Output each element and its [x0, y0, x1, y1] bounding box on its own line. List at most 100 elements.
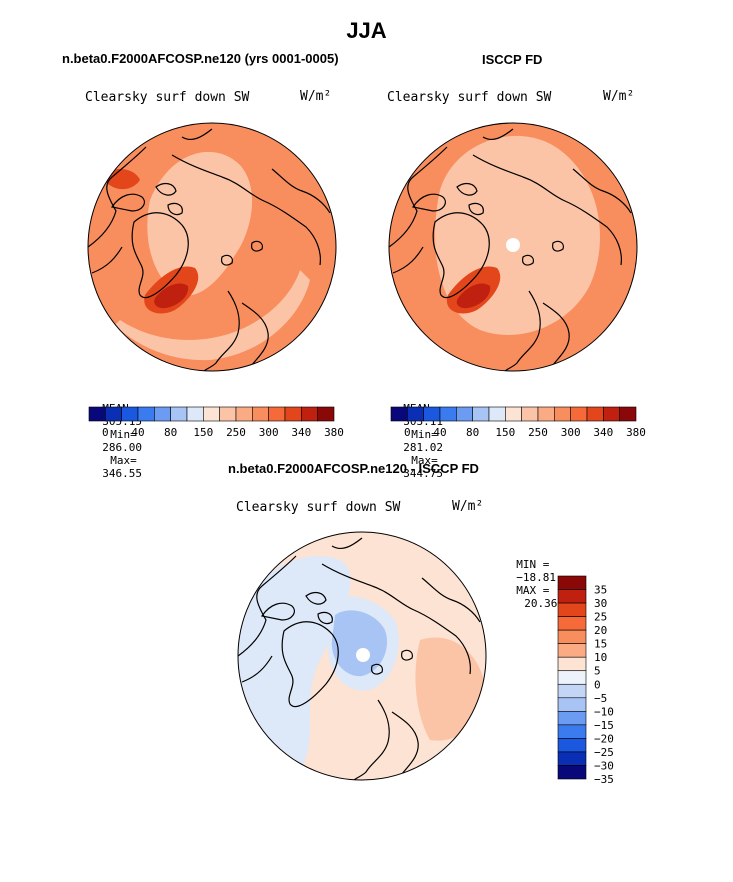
model-map-light-ring — [115, 270, 310, 361]
difference-colorbar-swatch — [557, 670, 587, 685]
obs-colorbar-swatch — [505, 406, 522, 422]
difference-colorbar-swatch — [557, 765, 587, 780]
obs-min-value: 281.02 — [403, 441, 443, 454]
model-variable-label: Clearsky surf down SW — [85, 90, 250, 105]
obs-missing-pole — [506, 238, 520, 252]
obs-colorbar-swatch — [472, 406, 490, 422]
difference-variable-label: Clearsky surf down SW — [236, 500, 401, 515]
difference-colorbar-swatch — [557, 656, 587, 672]
obs-colorbar-swatch — [390, 406, 408, 422]
difference-colorbar-label: 10 — [594, 651, 607, 664]
difference-map-border — [237, 531, 487, 781]
model-units-label: W/m² — [300, 89, 332, 104]
difference-colorbar-label: −30 — [594, 759, 614, 772]
difference-colorbar-label: 30 — [594, 597, 607, 610]
obs-colorbar-swatch — [603, 406, 620, 422]
model-colorbar-label: 340 — [291, 426, 311, 439]
difference-colorbar-swatch — [557, 711, 587, 726]
difference-map-blue-region — [331, 610, 388, 677]
obs-colorbar-swatch — [423, 406, 441, 422]
model-colorbar-swatch — [219, 406, 237, 422]
model-max-label: Max= — [110, 454, 137, 467]
model-colorbar-swatch — [121, 406, 139, 422]
obs-variable-label: Clearsky surf down SW — [387, 90, 552, 105]
model-colorbar-label: 150 — [193, 426, 213, 439]
difference-colorbar-label: 5 — [594, 665, 601, 678]
difference-colorbar-swatch — [557, 602, 587, 617]
difference-colorbar-swatch — [557, 575, 587, 590]
model-min-label: Min= — [110, 428, 137, 441]
obs-colorbar-label: 250 — [528, 426, 548, 439]
obs-max-label: Max= — [411, 454, 438, 467]
model-colorbar-swatch — [88, 406, 106, 422]
difference-colorbar-label: 35 — [594, 584, 607, 597]
difference-colorbar-label: 20 — [594, 624, 607, 637]
difference-colorbar-swatch — [557, 683, 587, 699]
model-colorbar: 0 40 80 150 250 300 340 380 — [88, 406, 344, 439]
obs-colorbar-swatch — [554, 406, 571, 422]
model-colorbar-swatch — [186, 406, 204, 422]
difference-colorbar-swatch — [557, 629, 587, 644]
difference-max-label: MAX = — [516, 584, 550, 597]
obs-colorbar-label: 340 — [593, 426, 613, 439]
model-map-border — [87, 122, 337, 372]
difference-colorbar-swatch — [557, 751, 587, 766]
difference-max-value: 20.36 — [524, 597, 558, 610]
obs-colorbar-swatch — [521, 406, 539, 422]
model-colorbar-label: 300 — [259, 426, 279, 439]
model-colorbar-swatch — [301, 406, 318, 422]
difference-colorbar-swatch — [557, 589, 587, 604]
model-colorbar-swatch — [235, 406, 253, 422]
model-colorbar-swatch — [284, 406, 302, 422]
difference-colorbar-swatch — [557, 616, 587, 631]
model-colorbar-swatch — [170, 406, 188, 422]
obs-max-value: 344.75 — [403, 467, 443, 480]
difference-minmax: MIN = −18.81 MAX = 20.36 — [503, 545, 557, 610]
obs-colorbar-swatch — [570, 406, 588, 422]
obs-colorbar-swatch — [439, 406, 457, 422]
obs-colorbar-swatch — [488, 406, 506, 422]
model-colorbar-swatch — [203, 406, 220, 422]
obs-colorbar-label: 380 — [626, 426, 646, 439]
obs-colorbar-label: 300 — [561, 426, 581, 439]
obs-colorbar-label: 40 — [433, 426, 446, 439]
model-colorbar-swatch — [317, 406, 335, 422]
difference-missing-pole — [356, 648, 370, 662]
model-stats: MEAN= 305.15 Min= 286.00 Max= 346.55 — [89, 389, 142, 480]
obs-map-border — [388, 122, 638, 372]
obs-colorbar: 0 40 80 150 250 300 340 380 — [390, 406, 646, 439]
obs-units-label: W/m² — [603, 89, 635, 104]
obs-colorbar-label: 150 — [495, 426, 515, 439]
season-title: JJA — [346, 18, 387, 43]
difference-map-warm-region — [415, 637, 486, 741]
difference-colorbar-label: 15 — [594, 638, 607, 651]
difference-map — [237, 531, 487, 781]
difference-colorbar-label: 25 — [594, 611, 607, 624]
obs-colorbar-swatch — [537, 406, 555, 422]
difference-colorbar-label: −10 — [594, 705, 614, 718]
difference-colorbar-label: −20 — [594, 732, 614, 745]
obs-colorbar-swatch — [586, 406, 604, 422]
model-min-value: 286.00 — [102, 441, 142, 454]
model-colorbar-swatch — [268, 406, 286, 422]
model-max-value: 346.55 — [102, 467, 142, 480]
difference-colorbar-label: 0 — [594, 678, 601, 691]
model-map-darker-region — [154, 283, 189, 309]
difference-units-label: W/m² — [452, 499, 484, 514]
difference-colorbar-label: −15 — [594, 719, 614, 732]
obs-colorbar-label: 80 — [466, 426, 479, 439]
model-map-light-region — [147, 151, 253, 296]
model-colorbar-swatch — [137, 406, 155, 422]
difference-colorbar-label: −35 — [594, 773, 614, 786]
model-map — [87, 122, 337, 372]
obs-map-darker-region — [456, 283, 491, 309]
difference-colorbar-label: −25 — [594, 746, 614, 759]
obs-colorbar-swatch — [456, 406, 473, 422]
obs-panel-title: ISCCP FD — [482, 52, 543, 67]
model-colorbar-swatch — [154, 406, 171, 422]
model-colorbar-swatch — [105, 406, 122, 422]
difference-min-value: −18.81 — [516, 571, 556, 584]
difference-colorbar-swatch — [557, 724, 587, 739]
